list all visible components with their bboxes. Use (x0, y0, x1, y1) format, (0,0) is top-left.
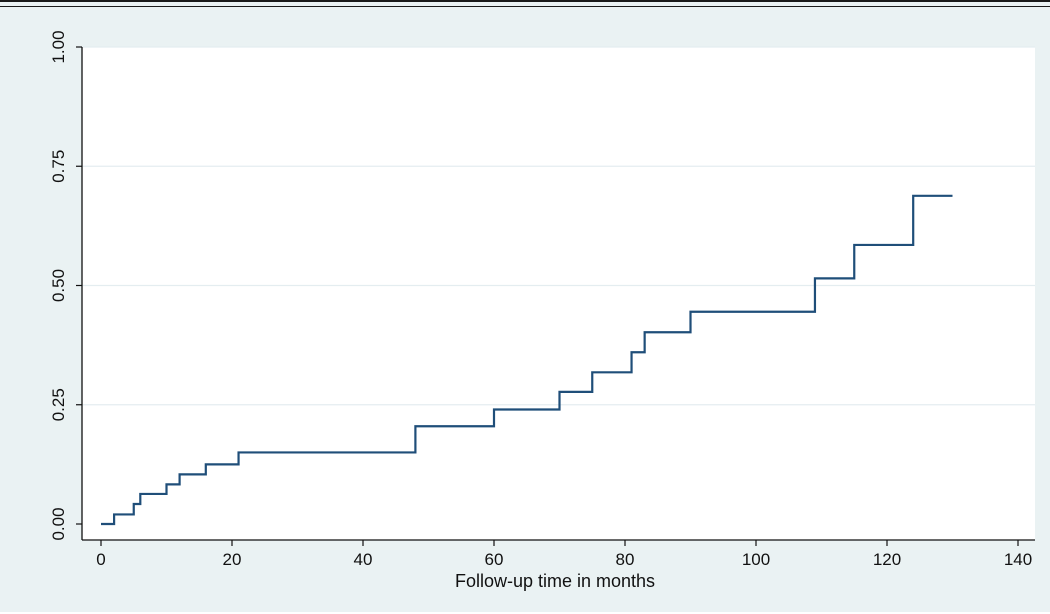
x-axis-ticks: 0 20 40 60 80 100 120 140 (96, 540, 1032, 569)
x-tick-label: 80 (616, 550, 635, 569)
y-tick-label: 0.00 (49, 507, 68, 540)
x-tick-label: 0 (96, 550, 105, 569)
x-tick-label: 20 (223, 550, 242, 569)
plot-area (82, 47, 1035, 540)
x-tick-label: 120 (873, 550, 901, 569)
x-axis-title: Follow-up time in months (455, 571, 655, 591)
x-tick-label: 60 (485, 550, 504, 569)
x-tick-label: 140 (1004, 550, 1032, 569)
series-layer (101, 194, 953, 526)
y-tick-label: 0.75 (49, 150, 68, 183)
cumulative-incidence-step-line (101, 194, 953, 526)
x-tick-label: 40 (354, 550, 373, 569)
y-tick-label: 1.00 (49, 30, 68, 63)
y-tick-label: 0.50 (49, 269, 68, 302)
x-tick-label: 100 (742, 550, 770, 569)
y-tick-label: 0.25 (49, 388, 68, 421)
y-axis-ticks: 0.00 0.25 0.50 0.75 1.00 (49, 30, 82, 541)
